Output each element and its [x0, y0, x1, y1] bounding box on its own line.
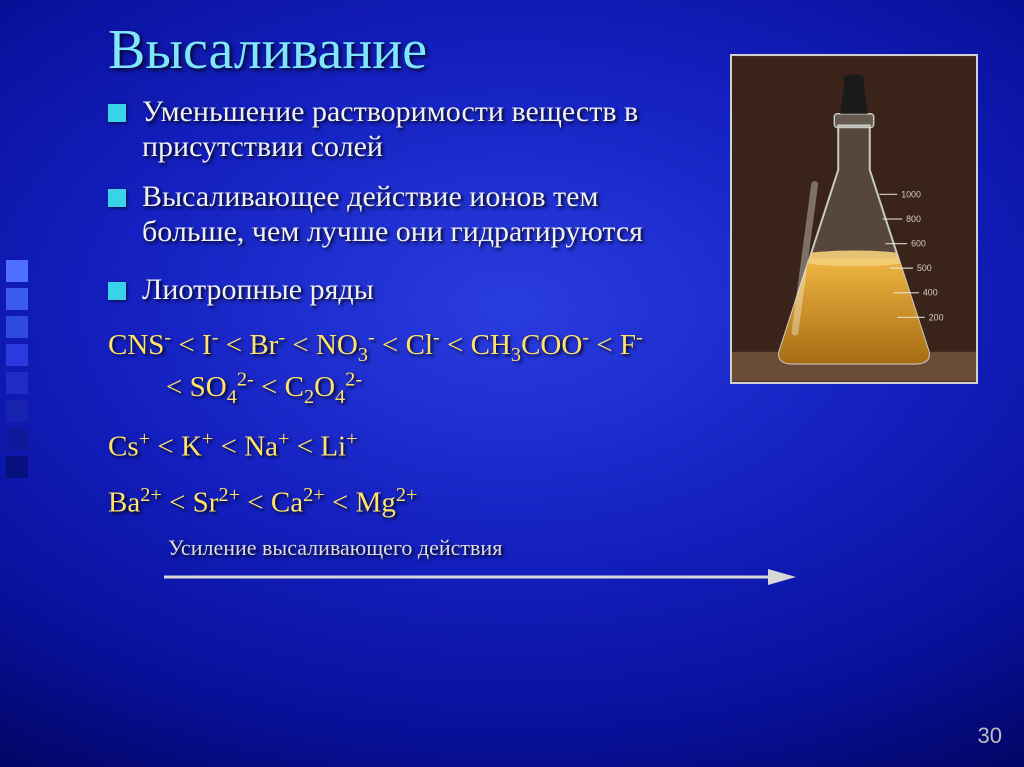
bullet-marker-icon: [108, 189, 126, 207]
cation-series-1: Cs+ < K+ < Na+ < Li+: [108, 427, 984, 465]
svg-text:1000: 1000: [901, 189, 921, 199]
bullet-text: Лиотропные ряды: [142, 272, 374, 307]
bullet-list: Уменьшение растворимости веществ в прису…: [108, 94, 698, 307]
svg-text:400: 400: [923, 288, 938, 298]
bullet-text: Уменьшение растворимости веществ в прису…: [142, 94, 698, 165]
content-area: 1000 800 600 500 400 200 Уменьшение раст…: [108, 94, 984, 591]
deco-squares: [0, 260, 34, 484]
page-number: 30: [978, 723, 1002, 749]
svg-text:600: 600: [911, 239, 926, 249]
bullet-item: Лиотропные ряды: [108, 272, 698, 307]
series-line: < SO42- < C2O42-: [108, 371, 362, 403]
bullet-item: Высаливающее действие ионов тем больше, …: [108, 179, 698, 250]
bullet-marker-icon: [108, 282, 126, 300]
bullet-marker-icon: [108, 104, 126, 122]
bullet-item: Уменьшение растворимости веществ в прису…: [108, 94, 698, 165]
arrow-icon: [160, 563, 800, 591]
flask-svg: 1000 800 600 500 400 200: [732, 54, 976, 384]
arrow-label: Усиление высаливающего действия: [168, 535, 800, 561]
cation-series-2: Ba2+ < Sr2+ < Ca2+ < Mg2+: [108, 483, 984, 521]
svg-text:200: 200: [929, 312, 944, 322]
svg-text:800: 800: [906, 214, 921, 224]
series-line: CNS- < I- < Br- < NO3- < Cl- < CH3COO- <…: [108, 329, 643, 361]
bullet-text: Высаливающее действие ионов тем больше, …: [142, 179, 698, 250]
arrow-row: Усиление высаливающего действия: [160, 535, 984, 591]
svg-text:500: 500: [917, 263, 932, 273]
slide: Высаливание: [0, 0, 1024, 767]
flask-image: 1000 800 600 500 400 200: [730, 54, 978, 384]
